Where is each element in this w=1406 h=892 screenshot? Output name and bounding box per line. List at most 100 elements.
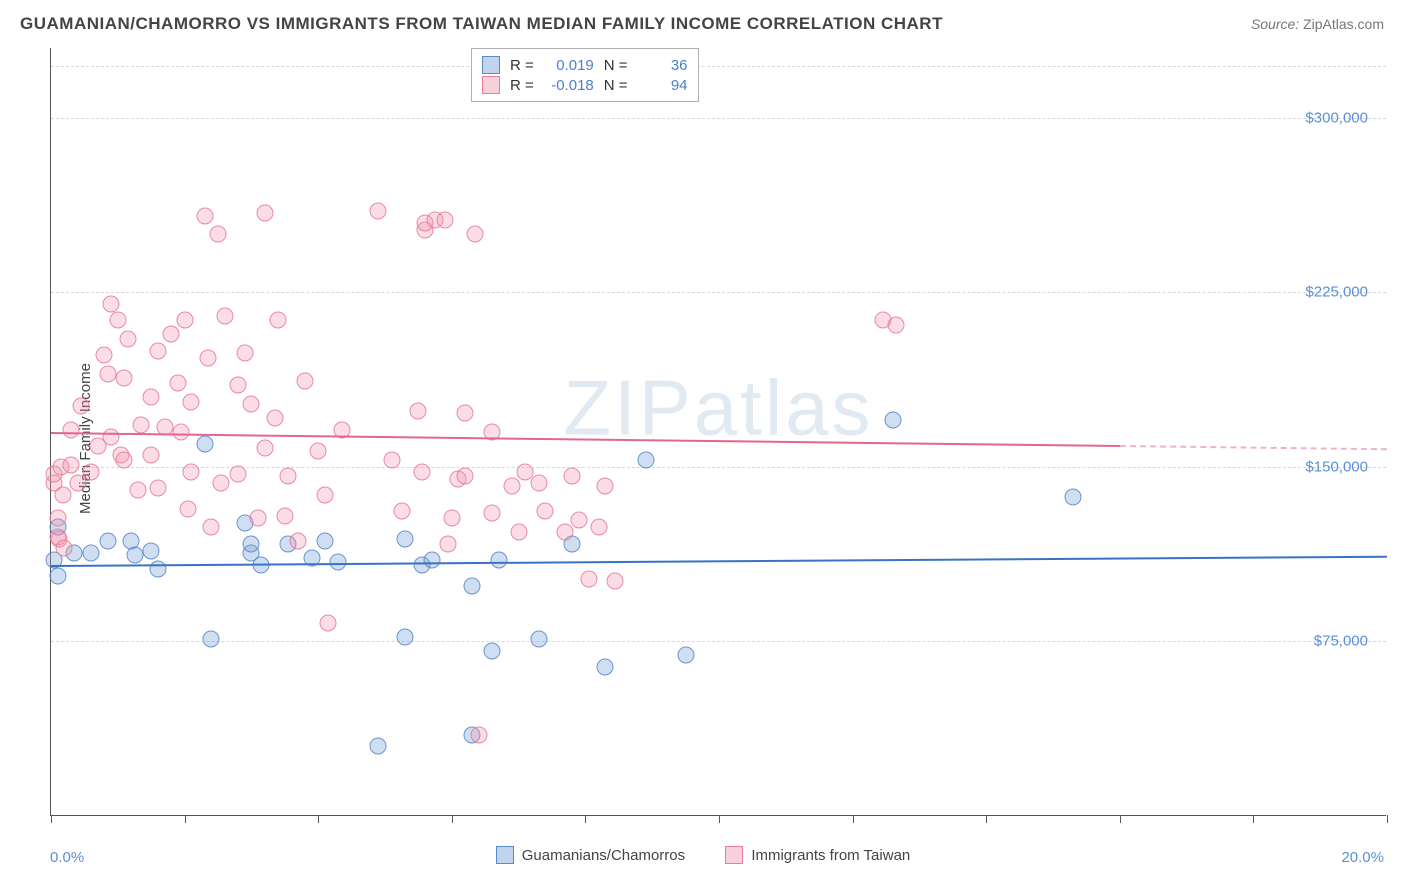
scatter-point (196, 207, 213, 224)
scatter-point (256, 205, 273, 222)
swatch-icon (725, 846, 743, 864)
scatter-point (457, 405, 474, 422)
scatter-point (607, 572, 624, 589)
scatter-point (483, 642, 500, 659)
scatter-point (397, 628, 414, 645)
y-tick-label: $75,000 (1314, 633, 1368, 650)
scatter-point (173, 424, 190, 441)
x-tick (719, 815, 720, 823)
scatter-point (236, 344, 253, 361)
stats-row-series1: R = 0.019 N = 36 (482, 56, 688, 74)
scatter-point (210, 226, 227, 243)
scatter-point (63, 456, 80, 473)
stat-n-value: 36 (638, 57, 688, 74)
scatter-point (280, 468, 297, 485)
scatter-point (116, 370, 133, 387)
scatter-point (483, 505, 500, 522)
y-tick-label: $150,000 (1305, 458, 1368, 475)
scatter-point (510, 524, 527, 541)
y-tick-label: $225,000 (1305, 284, 1368, 301)
regression-line-dashed (1120, 445, 1387, 450)
scatter-point (276, 507, 293, 524)
scatter-point (230, 377, 247, 394)
legend-item-series1: Guamanians/Chamorros (496, 846, 685, 864)
scatter-point (243, 396, 260, 413)
scatter-point (393, 503, 410, 520)
scatter-point (266, 410, 283, 427)
scatter-point (213, 475, 230, 492)
scatter-point (370, 202, 387, 219)
scatter-point (243, 535, 260, 552)
scatter-point (119, 330, 136, 347)
scatter-point (133, 417, 150, 434)
scatter-point (250, 510, 267, 527)
scatter-point (530, 475, 547, 492)
stat-r-value: -0.018 (544, 77, 594, 94)
scatter-point (169, 375, 186, 392)
scatter-point (99, 533, 116, 550)
x-tick (51, 815, 52, 823)
bottom-legend: Guamanians/Chamorros Immigrants from Tai… (0, 846, 1406, 868)
legend-label: Immigrants from Taiwan (751, 847, 910, 864)
scatter-point (103, 428, 120, 445)
scatter-point (580, 570, 597, 587)
scatter-point (176, 312, 193, 329)
scatter-point (196, 435, 213, 452)
scatter-point (296, 372, 313, 389)
y-tick-label: $300,000 (1305, 109, 1368, 126)
scatter-point (183, 393, 200, 410)
scatter-point (179, 500, 196, 517)
scatter-point (49, 568, 66, 585)
stat-r-label: R = (510, 57, 534, 74)
scatter-point (256, 440, 273, 457)
scatter-point (463, 577, 480, 594)
stat-r-label: R = (510, 77, 534, 94)
gridline (51, 641, 1386, 642)
scatter-point (290, 533, 307, 550)
x-tick (1253, 815, 1254, 823)
scatter-point (490, 552, 507, 569)
swatch-icon (482, 56, 500, 74)
scatter-point (443, 510, 460, 527)
gridline (51, 467, 1386, 468)
scatter-point (467, 226, 484, 243)
scatter-point (116, 451, 133, 468)
scatter-point (83, 463, 100, 480)
scatter-point (410, 403, 427, 420)
scatter-point (320, 614, 337, 631)
scatter-point (126, 547, 143, 564)
source-label: Source: (1251, 16, 1299, 32)
scatter-point (457, 468, 474, 485)
scatter-point (677, 647, 694, 664)
scatter-point (397, 531, 414, 548)
scatter-point (270, 312, 287, 329)
scatter-point (1065, 489, 1082, 506)
scatter-point (49, 510, 66, 527)
scatter-point (437, 212, 454, 229)
x-tick (853, 815, 854, 823)
scatter-point (99, 365, 116, 382)
scatter-point (103, 296, 120, 313)
scatter-point (590, 519, 607, 536)
scatter-point (230, 465, 247, 482)
stat-n-value: 94 (638, 77, 688, 94)
scatter-point (149, 479, 166, 496)
scatter-point (537, 503, 554, 520)
scatter-point (637, 451, 654, 468)
scatter-point (143, 447, 160, 464)
scatter-point (884, 412, 901, 429)
swatch-icon (496, 846, 514, 864)
x-tick (1120, 815, 1121, 823)
swatch-icon (482, 76, 500, 94)
scatter-point (69, 475, 86, 492)
chart-title: GUAMANIAN/CHAMORRO VS IMMIGRANTS FROM TA… (20, 14, 943, 34)
scatter-point (56, 540, 73, 557)
scatter-point (423, 552, 440, 569)
stats-row-series2: R = -0.018 N = 94 (482, 76, 688, 94)
x-tick (318, 815, 319, 823)
scatter-point (597, 659, 614, 676)
scatter-point (143, 542, 160, 559)
gridline (51, 118, 1386, 119)
source-attribution: Source: ZipAtlas.com (1251, 16, 1384, 32)
scatter-point (63, 421, 80, 438)
